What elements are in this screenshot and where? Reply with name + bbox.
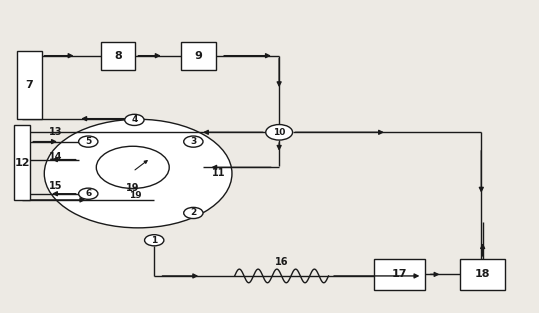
Text: 8: 8 — [114, 51, 122, 61]
Text: 10: 10 — [273, 128, 285, 137]
Text: 19: 19 — [129, 191, 142, 200]
Text: 11: 11 — [212, 168, 226, 178]
Text: 2: 2 — [190, 208, 197, 218]
Text: 5: 5 — [85, 137, 92, 146]
Circle shape — [184, 208, 203, 218]
Circle shape — [96, 146, 169, 188]
Text: 16: 16 — [274, 257, 288, 267]
Text: 14: 14 — [49, 152, 62, 162]
Text: 12: 12 — [15, 158, 30, 168]
Circle shape — [79, 188, 98, 199]
Circle shape — [184, 136, 203, 147]
Bar — [17, 51, 42, 119]
Text: 1: 1 — [151, 236, 157, 245]
Text: 17: 17 — [392, 269, 407, 280]
Bar — [101, 42, 135, 69]
Bar — [181, 42, 216, 69]
Circle shape — [44, 119, 232, 228]
Circle shape — [144, 235, 164, 246]
Text: 6: 6 — [85, 189, 92, 198]
Circle shape — [266, 125, 293, 140]
Bar — [374, 259, 425, 290]
Text: 19: 19 — [126, 183, 140, 193]
Bar — [460, 259, 506, 290]
Text: 3: 3 — [190, 137, 197, 146]
Bar — [14, 126, 30, 200]
Circle shape — [125, 114, 144, 126]
Text: 18: 18 — [475, 269, 490, 280]
Text: 15: 15 — [49, 181, 62, 191]
Text: 9: 9 — [195, 51, 202, 61]
Circle shape — [79, 136, 98, 147]
Text: 4: 4 — [131, 115, 137, 124]
Text: 13: 13 — [49, 127, 62, 137]
Text: 7: 7 — [26, 80, 33, 90]
